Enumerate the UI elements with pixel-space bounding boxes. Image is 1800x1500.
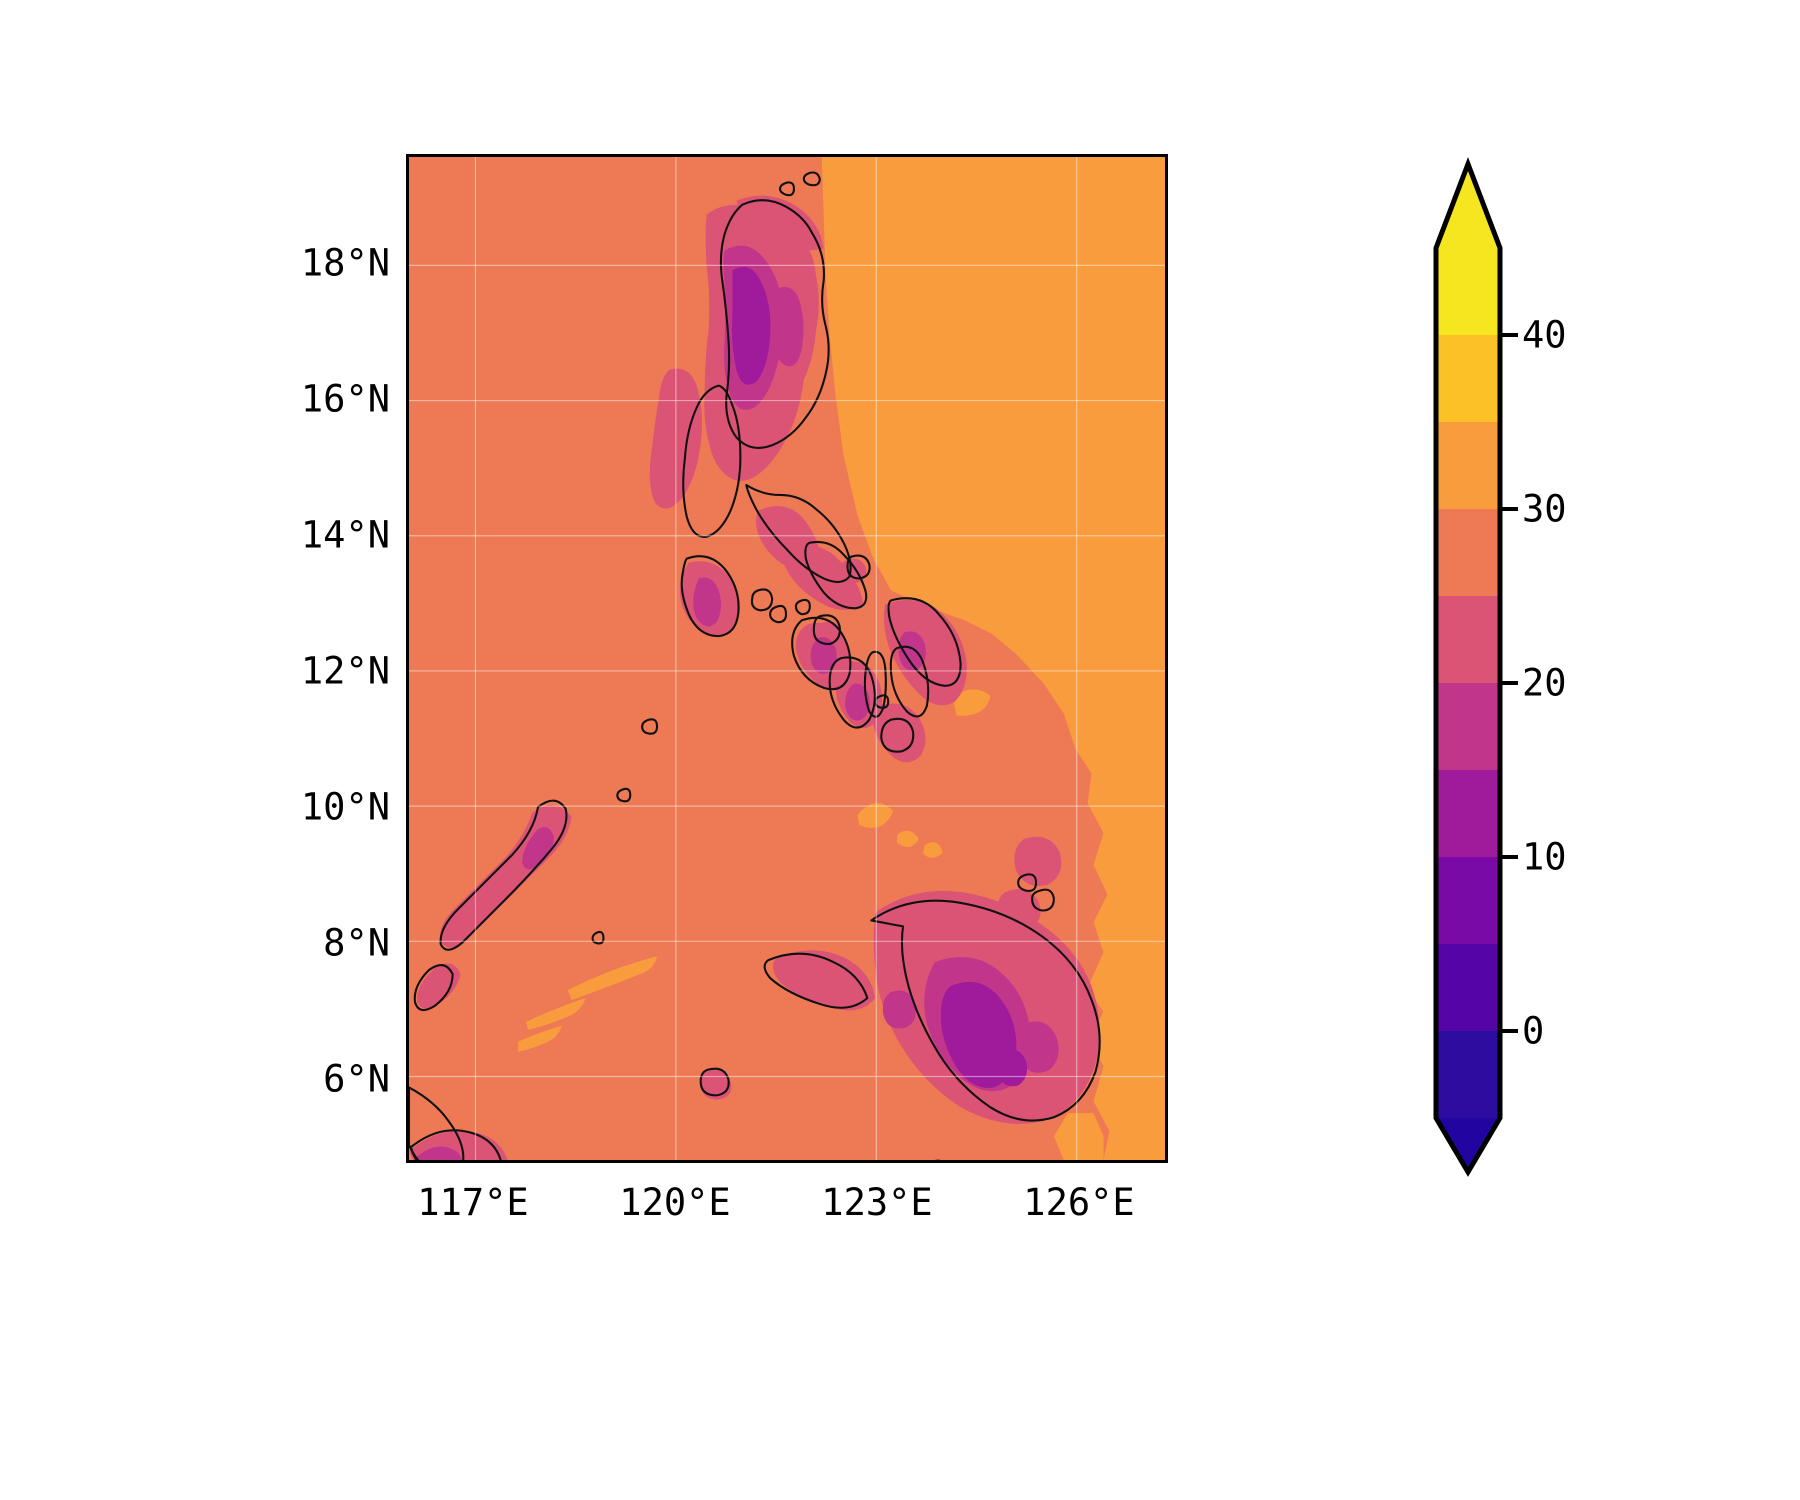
contour-patch-warm-east-1 [1093,1023,1134,1050]
contour-band-15-20-panay-core [810,637,837,674]
colorbar-tick-label-10: 10 [1522,835,1567,879]
contour-band-15-20-mindanao-core-3 [882,990,916,1029]
map-plot-area [406,154,1168,1163]
contour-band-10-15-mindanao-peak-2 [997,1050,1028,1087]
colorbar-tick-label-40: 40 [1522,313,1567,357]
contour-band-10-15-mindanao-peak [940,981,1017,1089]
colorbar-tick-label-30: 30 [1522,487,1567,531]
contour-band-20-25-luzon-north-lobe [736,195,824,251]
colorbar-tick-label-0: 0 [1522,1009,1545,1053]
contour-band-20-25-palawan-s [416,963,461,1009]
colorbar-extend-max [1436,164,1500,248]
contour-band-30-35 [821,157,1165,1160]
contour-band-20-25-zamboanga [772,950,876,1011]
y-tick-label-10N: 10°N [300,785,390,829]
contour-band-15-20-negros-core [845,683,870,721]
x-tick-label-117E: 117°E [417,1181,529,1224]
contour-band-15-20-mindoro-core [693,577,722,627]
y-tick-label-6N: 6°N [323,1057,390,1101]
contour-patch-warm-visayas [952,689,991,716]
x-tick-label-123E: 123°E [821,1181,933,1224]
contour-band-15-20-palawan-core [522,827,554,870]
colorbar-outline [1433,156,1503,1177]
contour-streak-sw [518,1025,562,1052]
colorbar-tick-label-20: 20 [1522,661,1567,705]
contour-patch-warm-sulu-2 [897,830,919,848]
colorbar-bands [1436,248,1500,1118]
contour-band-15-20-leyte-core [898,631,926,671]
temperature-heatmap [409,157,1165,1160]
contour-band-15-20-mindanao-core-2 [1017,1021,1059,1073]
coastline-outlines [409,171,1101,1160]
contour-band-20-25-zambales [649,368,703,509]
colorbar-ticks [1500,333,1518,1033]
y-tick-label-18N: 18°N [300,241,390,285]
y-axis-tick-labels: 18°N 16°N 14°N 12°N 10°N 8°N 6°N [250,154,390,1163]
colorbar-gradient [1433,156,1518,1177]
contour-band-10-15-cordillera-peak [731,267,771,385]
contour-band-15-20-sulu-core [413,1146,462,1160]
contour-band-15-20-sierra-madre [771,286,804,367]
y-tick-label-14N: 14°N [300,513,390,557]
contour-patch-warm-mindanao-nw [922,842,943,858]
y-tick-label-16N: 16°N [300,377,390,421]
x-tick-label-126E: 126°E [1023,1181,1135,1224]
colorbar-extend-min [1436,1118,1500,1172]
y-tick-label-8N: 8°N [323,921,390,965]
colorbar: 40 30 20 10 0 [1418,150,1718,1180]
y-tick-label-12N: 12°N [300,649,390,693]
x-axis-tick-labels: 117°E 120°E 123°E 126°E [406,1163,1168,1233]
contour-band-20-25-surigao [998,889,1041,930]
x-tick-label-120E: 120°E [619,1181,731,1224]
contour-streak-palawan-2 [526,997,586,1030]
contour-streak-palawan-1 [567,956,658,1000]
contour-patch-warm-sulu-1 [857,803,894,828]
contour-patch-warm-se [1053,1113,1104,1160]
